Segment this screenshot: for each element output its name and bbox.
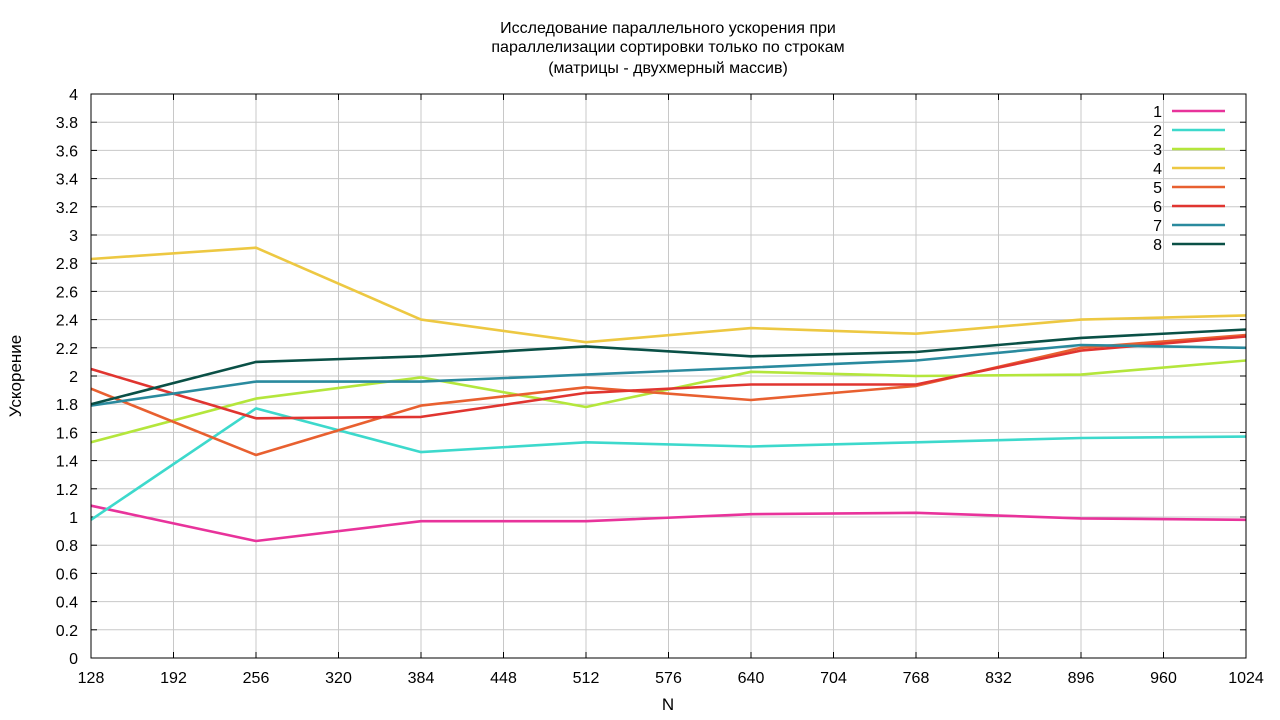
plot-frame: [90, 93, 1247, 659]
series-line-6: [90, 335, 1247, 420]
y-tick-label: 3: [69, 228, 78, 245]
chart-title: Исследование параллельного ускорения при…: [491, 20, 844, 77]
x-tick-label: 640: [738, 670, 765, 687]
y-tick-label: 0: [69, 651, 78, 668]
legend-label-8: 8: [1153, 237, 1162, 254]
grid: [90, 93, 1247, 659]
y-tick-label: 2.2: [56, 341, 78, 358]
x-tick-label: 448: [490, 670, 517, 687]
chart-title-line-3: (матрицы - двухмерный массив): [548, 60, 788, 77]
legend: 1 2 3 4 5 6 7 8: [1153, 104, 1225, 254]
x-tick-label: 768: [903, 670, 930, 687]
legend-label-4: 4: [1153, 161, 1162, 178]
legend-label-7: 7: [1153, 218, 1162, 235]
y-tick-label: 1.6: [56, 425, 78, 442]
y-tick-label: 1.8: [56, 397, 78, 414]
x-tick-label: 576: [655, 670, 682, 687]
y-tick-label: 2: [69, 369, 78, 386]
series-line-4: [90, 246, 1247, 344]
y-tick-label: 3.6: [56, 143, 78, 160]
y-tick-label: 3.2: [56, 200, 78, 217]
series-line-7: [90, 343, 1247, 407]
x-tick-label: 384: [408, 670, 435, 687]
y-tick-label: 0.8: [56, 538, 78, 555]
y-tick-label: 1: [69, 510, 78, 527]
x-tick-label: 128: [78, 670, 105, 687]
y-tick-label: 1.2: [56, 482, 78, 499]
legend-label-2: 2: [1153, 123, 1162, 140]
y-tick-label: 2.6: [56, 284, 78, 301]
x-tick-label: 320: [325, 670, 352, 687]
series-line-5: [90, 333, 1247, 457]
x-tick-label: 1024: [1228, 670, 1264, 687]
x-tick-label: 832: [985, 670, 1012, 687]
series-line-2: [90, 407, 1247, 521]
series-line-8: [90, 328, 1247, 406]
chart-title-line-1: Исследование параллельного ускорения при: [500, 20, 836, 37]
legend-label-5: 5: [1153, 180, 1162, 197]
series-line-1: [90, 504, 1247, 543]
y-tick-label: 3.8: [56, 115, 78, 132]
y-tick-label: 1.4: [56, 454, 78, 471]
legend-label-3: 3: [1153, 142, 1162, 159]
x-axis-label: N: [662, 695, 674, 714]
series-lines: [90, 246, 1247, 543]
y-tick-label: 2.4: [56, 313, 78, 330]
chart-title-line-2: параллелизации сортировки только по стро…: [491, 39, 844, 56]
x-tick-label: 192: [160, 670, 187, 687]
x-tick-label: 960: [1150, 670, 1177, 687]
y-tick-label: 0.2: [56, 623, 78, 640]
y-tick-label: 4: [69, 87, 78, 104]
y-tick-label: 0.4: [56, 595, 78, 612]
y-tick-label: 3.4: [56, 172, 78, 189]
legend-label-6: 6: [1153, 199, 1162, 216]
x-tick-label: 256: [243, 670, 270, 687]
x-tick-label: 896: [1068, 670, 1095, 687]
y-tick-label: 0.6: [56, 566, 78, 583]
x-tick-label: 512: [573, 670, 600, 687]
y-axis-label: Ускорение: [6, 335, 25, 418]
y-axis-ticks: 0 0.2 0.4 0.6 0.8 1 1.2 1.4 1.6 1.8 2 2.2 2.4 2.6 2.8 3…: [56, 87, 1246, 668]
x-axis-ticks: 128 192 256 320 384 448 512 576 640 704 768 832 896 9…: [78, 94, 1264, 687]
x-tick-label: 704: [820, 670, 847, 687]
y-tick-label: 2.8: [56, 256, 78, 273]
legend-label-1: 1: [1153, 104, 1162, 121]
